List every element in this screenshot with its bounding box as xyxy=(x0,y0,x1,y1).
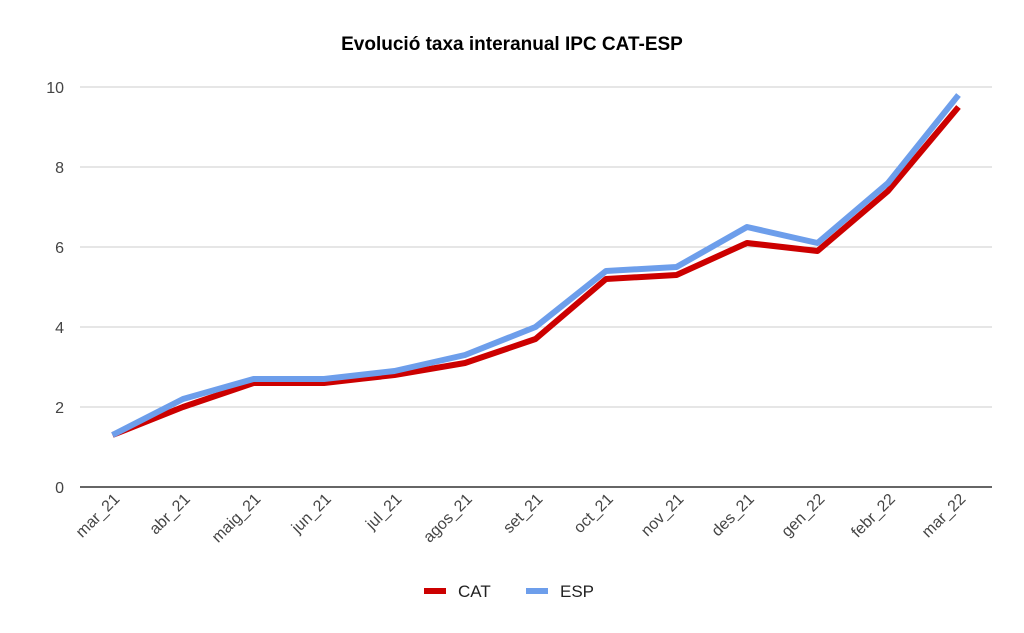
x-axis-ticks: mar_21 abr_21 maig_21 jun_21 jul_21 agos_21 se… xyxy=(73,491,969,547)
series-line-cat xyxy=(111,105,961,438)
y-axis-ticks: 0 2 4 6 8 10 xyxy=(46,80,64,497)
y-tick-label: 6 xyxy=(55,240,64,257)
series-line-esp xyxy=(111,93,961,438)
x-tick-label: jul_21 xyxy=(362,491,405,534)
x-tick-label: mar_21 xyxy=(73,491,123,541)
x-tick-label: nov_21 xyxy=(638,491,687,540)
legend: CAT ESP xyxy=(424,582,594,601)
x-tick-label: des_21 xyxy=(709,491,758,540)
x-tick-label: gen_22 xyxy=(779,491,829,541)
x-tick-label: abr_21 xyxy=(147,491,194,538)
x-tick-label: mar_22 xyxy=(919,491,969,541)
x-tick-label: febr_22 xyxy=(848,491,898,541)
x-tick-label: jun_21 xyxy=(288,491,335,538)
chart-title: Evolució taxa interanual IPC CAT-ESP xyxy=(341,34,683,55)
y-tick-label: 8 xyxy=(55,160,64,177)
legend-label-cat: CAT xyxy=(458,582,491,601)
series-lines xyxy=(111,93,961,438)
x-tick-label: agos_21 xyxy=(420,491,476,547)
x-tick-label: maig_21 xyxy=(209,491,264,546)
legend-label-esp: ESP xyxy=(560,582,594,601)
y-tick-label: 0 xyxy=(55,480,64,497)
y-tick-label: 2 xyxy=(55,400,64,417)
x-tick-label: set_21 xyxy=(500,491,546,537)
gridlines xyxy=(80,86,992,408)
y-tick-label: 4 xyxy=(55,320,64,337)
x-tick-label: oct_21 xyxy=(571,491,617,537)
y-tick-label: 10 xyxy=(46,80,64,97)
